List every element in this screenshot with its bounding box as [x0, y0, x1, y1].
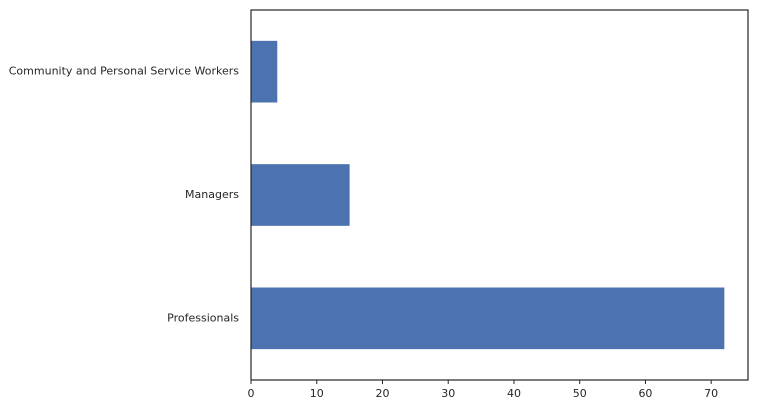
- y-tick-label: Community and Personal Service Workers: [9, 65, 240, 78]
- x-tick-label: 30: [441, 387, 455, 400]
- axes-frame: [250, 9, 749, 381]
- x-tick-label: 10: [310, 387, 324, 400]
- x-tick-label: 0: [248, 387, 255, 400]
- bars-layer: [251, 40, 725, 350]
- x-axis-ticks: 0 10 20 30 40 50 60 70: [248, 380, 718, 400]
- y-tick-label: Managers: [185, 188, 239, 201]
- bar-professionals: [251, 287, 725, 350]
- y-tick-label: Professionals: [167, 311, 239, 324]
- x-tick-label: 70: [704, 387, 718, 400]
- x-tick-label: 20: [375, 387, 389, 400]
- bar-managers: [251, 164, 350, 226]
- x-tick-label: 60: [638, 387, 652, 400]
- x-tick-label: 40: [507, 387, 521, 400]
- bar-community-and-personal-service-workers: [251, 40, 278, 103]
- x-tick-label: 50: [573, 387, 587, 400]
- y-axis-labels: Community and Personal Service Workers Ma…: [9, 65, 240, 325]
